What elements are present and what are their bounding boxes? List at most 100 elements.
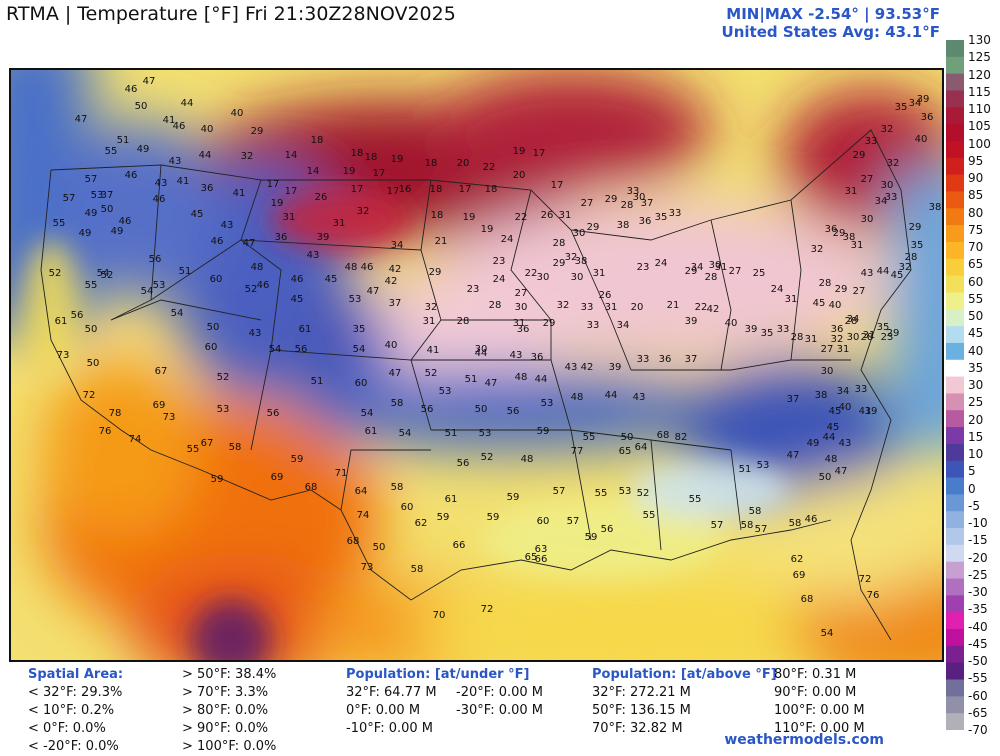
temperature-label: 53 [479,428,492,439]
temperature-label: 43 [169,156,182,167]
population-above-heading: Population: [at/above °F] [592,667,777,682]
temperature-label: 61 [299,324,312,335]
temperature-label: 49 [79,228,92,239]
temperature-label: 17 [373,168,386,179]
temperature-label: 62 [791,554,804,565]
temperature-label: 48 [521,454,534,465]
temperature-label: 48 [515,372,528,383]
color-scale-labels: 130 125 120 115 110 105 100 95 90 85 80 75 70 65 60 55 5… [968,34,1000,736]
color-scale-swatch [946,225,964,243]
temperature-label: 59 [291,454,304,465]
temperature-label: 58 [749,506,762,517]
site-credit-link[interactable]: weathermodels.com [724,732,884,748]
temperature-label: 64 [635,442,648,453]
temperature-label: 35 [353,324,366,335]
temperature-label: 43 [307,250,320,261]
temperature-label: 24 [501,234,514,245]
temperature-label: 46 [291,274,304,285]
population-line: -30°F: 0.00 M [456,703,544,718]
temperature-label: 33 [669,208,682,219]
temperature-label: 36 [639,216,652,227]
temperature-label: 44 [181,98,194,109]
temperature-map[interactable]: 47 46 50 44 41 46 40 40 29 47 51 49 55 43 44 18 14 18 18 19… [9,68,944,662]
temperature-label: 29 [429,267,442,278]
temperature-label: 37 [389,298,402,309]
temperature-label: 50 [85,324,98,335]
temperature-label: 56 [601,524,614,535]
temperature-label: 46 [125,170,138,181]
color-scale-swatch [946,241,964,260]
temperature-label: 41 [859,406,872,417]
temperature-label: 27 [581,198,594,209]
color-scale-swatch [946,292,964,310]
color-scale-tick-label: 40 [968,343,984,358]
temperature-label: 31 [593,268,606,279]
temperature-label: 46 [805,514,818,525]
temperature-label: 31 [805,334,818,345]
temperature-label: 59 [437,512,450,523]
color-scale-swatch [946,528,964,546]
color-scale-tick-label: -40 [968,619,988,634]
temperature-label: 56 [71,310,84,321]
temperature-label: 17 [351,184,364,195]
temperature-label: 59 [585,532,598,543]
temperature-label: 36 [825,224,838,235]
temperature-label: 51 [465,374,478,385]
temperature-label: 19 [463,212,476,223]
color-scale-swatch [946,258,964,277]
temperature-label: 23 [493,256,506,267]
temperature-label: 22 [695,302,708,313]
temperature-label: 46 [153,194,166,205]
temperature-label: 49 [111,226,124,237]
color-scale-swatch [946,629,964,647]
temperature-label: 58 [789,518,802,529]
temperature-label: 73 [361,562,374,573]
temperature-label: 52 [637,488,650,499]
population-line: 70°F: 32.82 M [592,721,683,736]
spatial-line: < 32°F: 29.3% [28,685,123,700]
temperature-field [11,70,942,660]
color-scale-tick-label: -15 [968,533,988,548]
color-scale-tick-label: 100 [968,136,991,151]
temperature-label: 29 [887,328,900,339]
temperature-label: 19 [271,198,284,209]
temperature-label: 43 [839,438,852,449]
population-line: -10°F: 0.00 M [346,721,434,736]
population-above-column: Population: [at/above °F] 32°F: 272.21 M… [592,666,777,738]
color-scale-swatch [946,140,964,159]
temperature-label: 19 [391,154,404,165]
temperature-label: 19 [513,146,526,157]
temperature-label: 65 [525,552,538,563]
color-scale-swatch [946,645,964,664]
temperature-label: 52 [245,284,258,295]
temperature-label: 30 [847,332,860,343]
temperature-label: 56 [421,404,434,415]
temperature-label: 36 [921,112,934,123]
temperature-label: 45 [813,298,826,309]
temperature-label: 55 [689,494,702,505]
temperature-label: 30 [633,192,646,203]
color-scale-swatch [946,73,964,92]
spatial-line: > 90°F: 0.0% [182,721,269,736]
temperature-label: 18 [425,158,438,169]
temperature-label: 22 [515,212,528,223]
temperature-label: 23 [637,262,650,273]
color-scale-tick-label: 65 [968,257,984,272]
temperature-label: 44 [475,348,488,359]
color-scale-swatch [946,696,964,714]
color-scale-tick-label: 45 [968,326,984,341]
temperature-label: 42 [707,304,720,315]
temperature-label: 45 [191,209,204,220]
temperature-label: 68 [347,536,360,547]
temperature-label: 68 [305,482,318,493]
temperature-label: 18 [311,135,324,146]
temperature-label: 54 [821,628,834,639]
color-scale-tick-label: 20 [968,412,984,427]
color-scale-swatch [946,410,964,428]
color-scale-tick-label: 5 [968,464,976,479]
temperature-label: 40 [385,340,398,351]
color-scale-tick-label: -5 [968,498,980,513]
color-scale-swatch [946,679,964,697]
temperature-label: 56 [507,406,520,417]
